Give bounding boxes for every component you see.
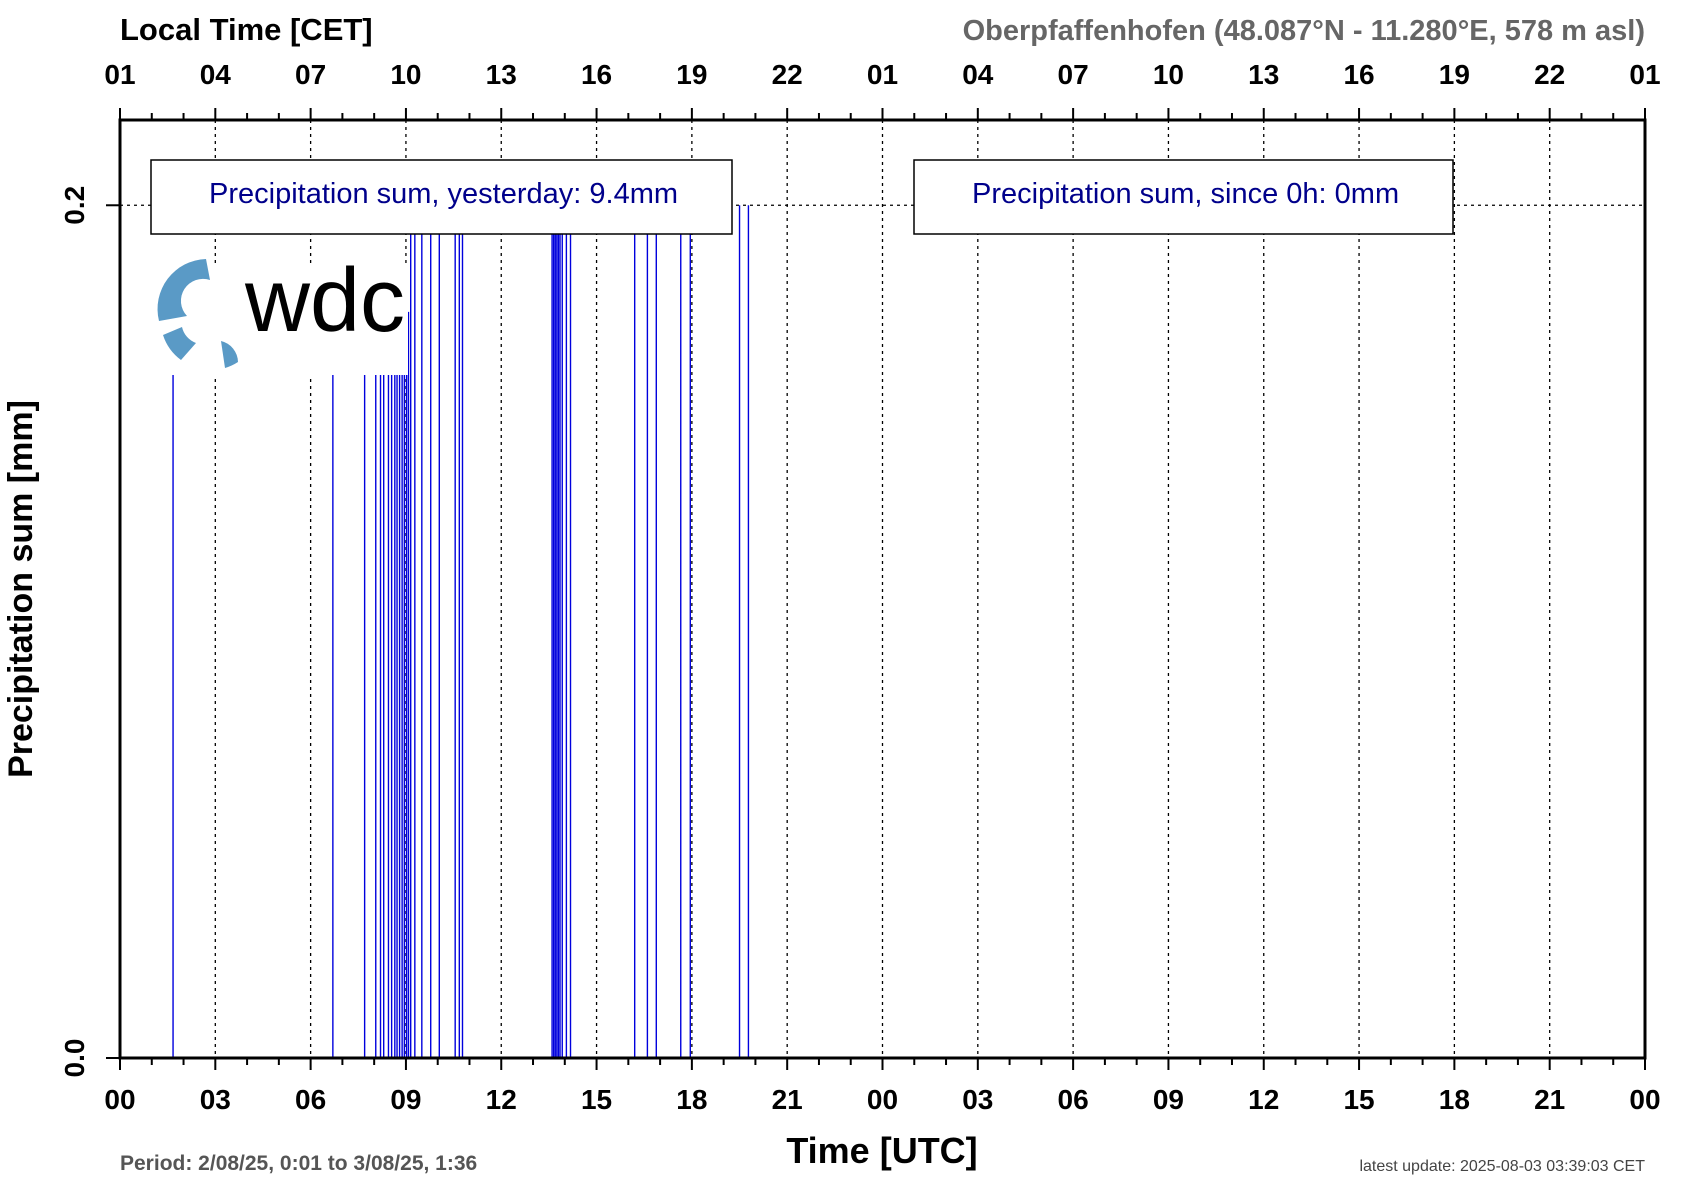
annotation-today: Precipitation sum, since 0h: 0mm xyxy=(913,159,1454,235)
x-tick-label-top: 01 xyxy=(1629,59,1660,90)
x-tick-label-top: 07 xyxy=(1058,59,1089,90)
logo-arc-bottom-left xyxy=(163,327,196,360)
x-tick-label: 21 xyxy=(1534,1084,1565,1115)
logo-arc-bottom-right xyxy=(221,341,238,368)
x-tick-label: 00 xyxy=(104,1084,135,1115)
x-tick-label-top: 13 xyxy=(1248,59,1279,90)
period-text: Period: 2/08/25, 0:01 to 3/08/25, 1:36 xyxy=(120,1152,477,1175)
x-tick-label-top: 13 xyxy=(486,59,517,90)
x-tick-label-top: 04 xyxy=(962,59,994,90)
axis-ticks xyxy=(106,108,1646,1070)
annotation-today-text: Precipitation sum, since 0h: 0mm xyxy=(972,178,1399,210)
x-tick-label-top: 16 xyxy=(581,59,612,90)
x-tick-label: 03 xyxy=(962,1084,993,1115)
x-axis-label: Time [UTC] xyxy=(786,1130,977,1171)
x-tick-label-top: 19 xyxy=(1439,59,1470,90)
x-tick-label-top: 19 xyxy=(676,59,707,90)
x-tick-label: 06 xyxy=(295,1084,326,1115)
y-tick-labels: 0.0 0.2 xyxy=(59,186,90,1078)
x-tick-label: 03 xyxy=(200,1084,231,1115)
x-tick-label-top: 07 xyxy=(295,59,326,90)
local-time-title: Local Time [CET] xyxy=(120,12,373,47)
x-tick-label-top: 10 xyxy=(390,59,421,90)
latest-update-text: latest update: 2025-08-03 03:39:03 CET xyxy=(1359,1158,1645,1175)
y-tick-label: 0.2 xyxy=(59,186,90,225)
x-tick-label-top: 10 xyxy=(1153,59,1184,90)
logo-arc-top xyxy=(157,259,210,321)
x-tick-label: 21 xyxy=(772,1084,803,1115)
x-tick-label: 12 xyxy=(1248,1084,1279,1115)
x-tick-label-top: 01 xyxy=(867,59,898,90)
x-tick-label: 00 xyxy=(1629,1084,1660,1115)
x-tick-labels-top: 01 04 07 10 13 16 19 22 01 04 07 10 13 16 19 22 01 xyxy=(104,59,1660,90)
annotation-yesterday: Precipitation sum, yesterday: 9.4mm xyxy=(150,159,733,235)
x-tick-label-top: 22 xyxy=(772,59,803,90)
x-tick-label-top: 04 xyxy=(200,59,232,90)
y-tick-label: 0.0 xyxy=(59,1039,90,1078)
x-tick-label: 18 xyxy=(676,1084,707,1115)
precipitation-bars xyxy=(172,205,750,1058)
x-tick-label-top: 22 xyxy=(1534,59,1565,90)
x-tick-label: 06 xyxy=(1058,1084,1089,1115)
annotation-yesterday-text: Precipitation sum, yesterday: 9.4mm xyxy=(209,178,678,210)
x-tick-label: 15 xyxy=(1343,1084,1374,1115)
x-tick-labels-bottom: 00 03 06 09 12 15 18 21 00 03 06 09 12 15 18 21 00 xyxy=(104,1084,1660,1115)
wdc-logo: wdc xyxy=(150,251,408,375)
x-tick-label: 15 xyxy=(581,1084,612,1115)
x-tick-label: 18 xyxy=(1439,1084,1470,1115)
x-tick-label-top: 16 xyxy=(1343,59,1374,90)
x-tick-label: 12 xyxy=(486,1084,517,1115)
logo-text: wdc xyxy=(244,251,405,351)
station-title: Oberpfaffenhofen (48.087°N - 11.280°E, 5… xyxy=(963,15,1645,47)
x-tick-label-top: 01 xyxy=(104,59,135,90)
x-tick-label: 09 xyxy=(390,1084,421,1115)
y-axis-label: Precipitation sum [mm] xyxy=(2,400,40,778)
x-tick-label: 00 xyxy=(867,1084,898,1115)
x-tick-label: 09 xyxy=(1153,1084,1184,1115)
